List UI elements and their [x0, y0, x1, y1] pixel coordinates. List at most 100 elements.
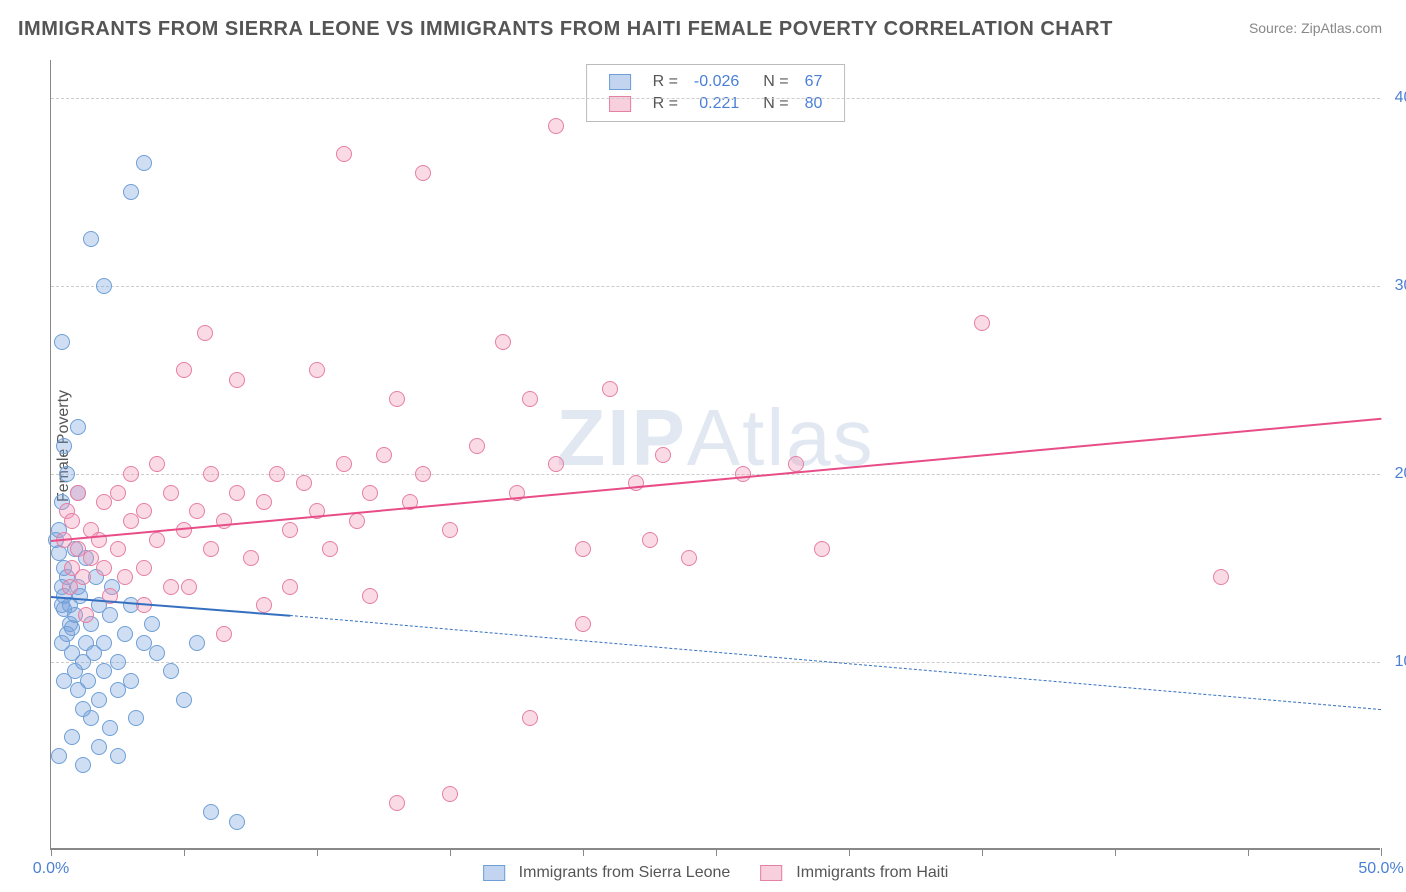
n-label: N = [747, 71, 796, 93]
data-point [117, 569, 133, 585]
data-point [83, 231, 99, 247]
data-point [197, 325, 213, 341]
data-point [256, 494, 272, 510]
data-point [128, 710, 144, 726]
series-legend: Immigrants from Sierra LeoneImmigrants f… [483, 864, 949, 882]
data-point [96, 278, 112, 294]
y-tick-label: 10.0% [1384, 653, 1406, 671]
correlation-table: R =-0.026N =67R =0.221N =80 [601, 71, 831, 115]
data-point [415, 466, 431, 482]
data-point [349, 513, 365, 529]
data-point [974, 315, 990, 331]
data-point [642, 532, 658, 548]
data-point [575, 541, 591, 557]
data-point [117, 626, 133, 642]
data-point [229, 485, 245, 501]
data-point [628, 475, 644, 491]
data-point [176, 362, 192, 378]
data-point [282, 579, 298, 595]
data-point [80, 673, 96, 689]
data-point [136, 560, 152, 576]
data-point [110, 485, 126, 501]
data-point [123, 466, 139, 482]
data-point [203, 466, 219, 482]
x-tick [982, 848, 983, 856]
data-point [735, 466, 751, 482]
data-point [59, 466, 75, 482]
data-point [243, 550, 259, 566]
legend-swatch [483, 865, 505, 881]
x-tick [317, 848, 318, 856]
data-point [64, 513, 80, 529]
r-label: R = [645, 71, 686, 93]
gridline [51, 474, 1380, 475]
x-tick [1381, 848, 1382, 856]
data-point [62, 579, 78, 595]
data-point [1213, 569, 1229, 585]
data-point [96, 560, 112, 576]
data-point [51, 748, 67, 764]
watermark-bold: ZIP [556, 393, 686, 482]
data-point [376, 447, 392, 463]
correlation-legend: R =-0.026N =67R =0.221N =80 [586, 64, 846, 122]
data-point [163, 579, 179, 595]
data-point [229, 372, 245, 388]
data-point [181, 579, 197, 595]
data-point [189, 635, 205, 651]
data-point [110, 654, 126, 670]
x-tick [184, 848, 185, 856]
legend-label: Immigrants from Haiti [796, 864, 948, 882]
data-point [64, 729, 80, 745]
gridline [51, 286, 1380, 287]
data-point [309, 362, 325, 378]
n-value: 80 [797, 93, 831, 115]
data-point [602, 381, 618, 397]
data-point [216, 626, 232, 642]
data-point [144, 616, 160, 632]
legend-item: Immigrants from Haiti [760, 864, 948, 882]
data-point [575, 616, 591, 632]
data-point [91, 739, 107, 755]
x-tick [51, 848, 52, 856]
data-point [123, 184, 139, 200]
data-point [110, 748, 126, 764]
x-tick-label: 0.0% [33, 860, 69, 878]
data-point [415, 165, 431, 181]
gridline [51, 662, 1380, 663]
data-point [362, 485, 378, 501]
gridline [51, 98, 1380, 99]
data-point [389, 391, 405, 407]
data-point [163, 485, 179, 501]
x-tick [583, 848, 584, 856]
n-value: 67 [797, 71, 831, 93]
data-point [522, 391, 538, 407]
data-point [203, 804, 219, 820]
data-point [70, 419, 86, 435]
data-point [495, 334, 511, 350]
data-point [336, 456, 352, 472]
chart-title: IMMIGRANTS FROM SIERRA LEONE VS IMMIGRAN… [18, 18, 1113, 41]
data-point [362, 588, 378, 604]
data-point [203, 541, 219, 557]
data-point [296, 475, 312, 491]
data-point [548, 118, 564, 134]
data-point [548, 456, 564, 472]
data-point [54, 334, 70, 350]
data-point [282, 522, 298, 538]
data-point [522, 710, 538, 726]
data-point [56, 438, 72, 454]
y-tick-label: 30.0% [1384, 277, 1406, 295]
data-point [96, 635, 112, 651]
data-point [681, 550, 697, 566]
data-point [163, 663, 179, 679]
data-point [136, 155, 152, 171]
r-label: R = [645, 93, 686, 115]
data-point [469, 438, 485, 454]
data-point [110, 541, 126, 557]
x-tick [849, 848, 850, 856]
data-point [814, 541, 830, 557]
data-point [54, 597, 70, 613]
data-point [102, 607, 118, 623]
x-tick-label: 50.0% [1358, 860, 1403, 878]
data-point [149, 532, 165, 548]
